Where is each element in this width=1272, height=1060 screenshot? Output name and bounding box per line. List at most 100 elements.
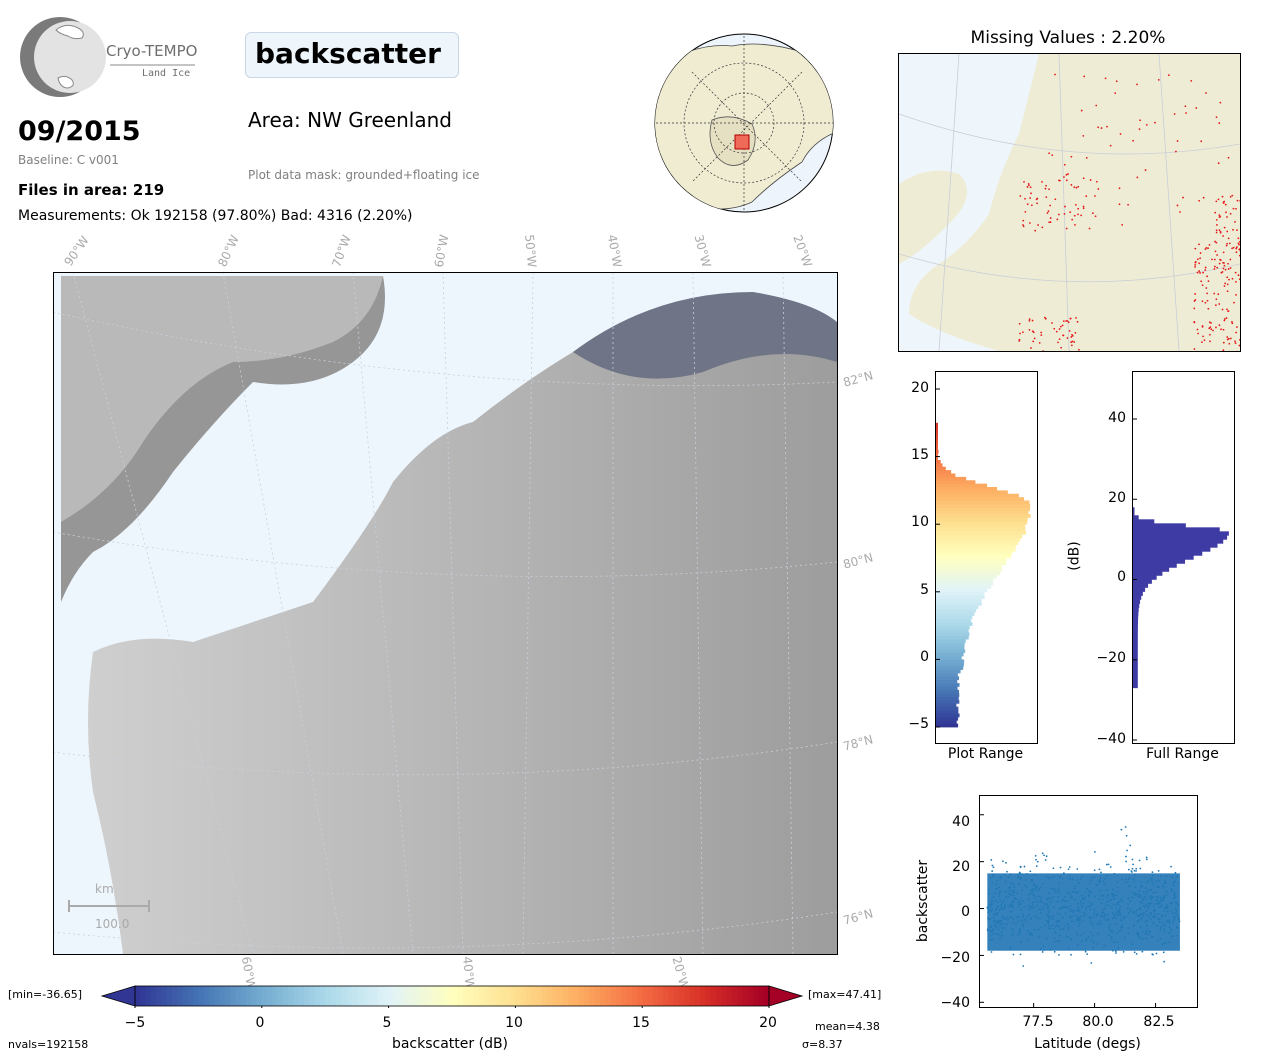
scatter-point [1172, 911, 1174, 914]
full-range-ytick: 20 [1108, 490, 1126, 506]
scatter-point [1134, 874, 1137, 876]
scatter-point [1097, 883, 1100, 886]
missing-point [1027, 184, 1030, 187]
missing-point [1019, 195, 1022, 197]
scatter-point [1158, 920, 1161, 923]
missing-point [1203, 339, 1206, 342]
scatter-point [1113, 897, 1116, 900]
full-range-bar [1133, 655, 1138, 661]
missing-point [1206, 292, 1208, 295]
plot-range-bar [936, 520, 1028, 525]
plot-range-bar [936, 601, 982, 606]
scatter-point [1104, 914, 1106, 917]
colorbar-segment [256, 986, 263, 1006]
scatter-point [1168, 941, 1171, 944]
missing-point [1127, 203, 1130, 206]
scatter-point [1125, 878, 1128, 881]
missing-point [1217, 293, 1220, 296]
scatter-point [1065, 905, 1067, 908]
scatter-point [993, 920, 995, 923]
full-range-histogram [1132, 371, 1235, 744]
scatter-point [1136, 931, 1138, 934]
colorbar-segment [378, 986, 384, 1006]
missing-point [1029, 197, 1032, 199]
colorbar-segment [547, 986, 553, 1006]
colorbar-segment [726, 986, 733, 1006]
scatter-point [1002, 927, 1004, 930]
missing-point [1222, 201, 1225, 204]
scatter-point [1021, 912, 1024, 915]
plot-range-bar [936, 500, 1030, 505]
missing-point [1231, 277, 1234, 280]
scatter-point [1062, 872, 1065, 875]
colorbar-segment [409, 986, 416, 1006]
missing-point [1229, 195, 1232, 198]
missing-point [1199, 272, 1201, 274]
scatter-point [997, 933, 1000, 936]
scatter-point [1148, 896, 1151, 899]
scatter-point [1039, 899, 1042, 901]
colorbar-segment [267, 986, 273, 1006]
colorbar-segment [510, 986, 516, 1006]
scatter-point [996, 901, 999, 904]
plot-range-bar [936, 703, 957, 708]
lat-label: 82°N [841, 368, 875, 390]
full-range-ytick: −20 [1096, 650, 1126, 666]
scatter-point [989, 930, 992, 933]
scatter-point [1038, 908, 1041, 911]
scatter-point [991, 881, 994, 884]
scatter-point [1119, 914, 1122, 917]
scatter-point [1151, 936, 1154, 938]
scatter-point [1049, 916, 1052, 918]
plot-range-bar [936, 510, 1029, 515]
plot-range-bar [936, 517, 1028, 522]
colorbar-segment [245, 986, 252, 1006]
scatter-point [1044, 903, 1046, 906]
scatter-point [1127, 880, 1129, 883]
scatter-point [1047, 877, 1050, 879]
scatter-point [1040, 911, 1043, 914]
scatter-point [1063, 900, 1066, 903]
scatter-point [1118, 908, 1121, 910]
scatter-point [1009, 886, 1012, 889]
scatter-point [1107, 863, 1110, 866]
scatter-point [1131, 892, 1134, 895]
scatter-point [1132, 912, 1134, 914]
scatter-point [1038, 889, 1041, 891]
full-range-bar [1133, 547, 1211, 552]
missing-point [1223, 226, 1226, 229]
scatter-point [1170, 888, 1173, 890]
plot-range-bar [936, 666, 964, 670]
plot-range-label: Plot Range [947, 746, 1024, 762]
scatter-point [991, 938, 994, 941]
scatter-point [1061, 906, 1064, 909]
scatter-point [1040, 896, 1043, 899]
scatter-point [1005, 861, 1007, 864]
missing-values-map [898, 53, 1241, 352]
scatter-point [1131, 867, 1134, 870]
colorbar-segment [351, 986, 358, 1006]
scatter-point [1053, 950, 1056, 953]
scatter-point [1173, 897, 1176, 900]
scatter-point [1011, 900, 1014, 903]
scatter-point [1035, 904, 1038, 907]
scatter-point [1058, 934, 1061, 937]
plot-range-ytick: 15 [911, 447, 929, 463]
plot-range-bar [936, 568, 1002, 572]
scatter-point [1176, 934, 1179, 937]
plot-range-bar [936, 483, 988, 488]
scatter-point [1089, 891, 1091, 894]
scatter-point [1003, 873, 1006, 876]
scatter-point [1135, 867, 1138, 870]
scatter-point [994, 932, 997, 935]
scatter-point [1115, 952, 1117, 954]
plot-range-bar [936, 693, 960, 697]
plot-range-bar [936, 449, 939, 454]
missing-point [1049, 204, 1052, 207]
scatter-point [1144, 905, 1146, 908]
plot-range-bar [936, 493, 1019, 498]
scatter-point [1030, 892, 1033, 895]
full-range-bar [1133, 535, 1228, 540]
scatter-point [1098, 868, 1101, 871]
missing-point [1213, 292, 1216, 295]
